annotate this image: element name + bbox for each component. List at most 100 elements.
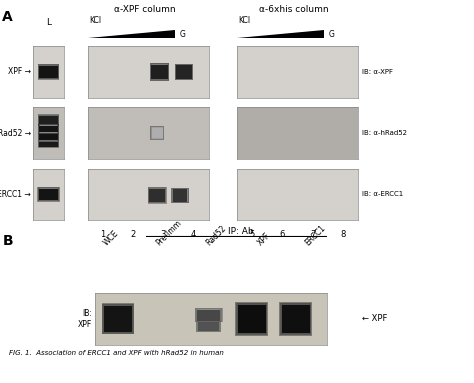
Bar (280, 303, 311, 335)
Bar (195, 308, 222, 322)
Bar (198, 322, 219, 331)
Bar (195, 308, 223, 322)
Bar (196, 309, 221, 322)
Text: FIG. 1.  Association of ERCC1 and XPF with hRad52 in human: FIG. 1. Association of ERCC1 and XPF wit… (9, 350, 224, 357)
Bar (40, 134, 57, 141)
Text: B: B (2, 234, 13, 248)
Bar (38, 133, 59, 141)
Text: α-6xhis column: α-6xhis column (259, 5, 328, 13)
Bar (104, 306, 132, 332)
Bar (150, 189, 164, 202)
Bar (175, 64, 193, 80)
Bar (41, 116, 56, 124)
Polygon shape (237, 30, 324, 38)
Text: WCE: WCE (102, 229, 121, 248)
Bar (172, 188, 189, 203)
Bar (37, 187, 60, 201)
Bar (40, 66, 57, 78)
Bar (280, 302, 312, 336)
Text: ERCC1 →: ERCC1 → (0, 190, 31, 199)
Bar (40, 142, 57, 147)
Bar (198, 310, 219, 321)
Text: A: A (2, 10, 13, 24)
Bar (237, 303, 266, 334)
Text: Rad52: Rad52 (204, 224, 228, 248)
Text: 6: 6 (280, 230, 285, 239)
Text: G: G (329, 29, 335, 39)
Bar (199, 322, 218, 331)
Bar (105, 307, 131, 331)
Bar (39, 66, 58, 77)
Bar (197, 321, 220, 332)
Bar (105, 306, 131, 331)
Bar (283, 305, 309, 332)
Bar (151, 127, 164, 139)
Bar (177, 65, 191, 78)
Bar (41, 66, 56, 77)
Bar (40, 125, 57, 133)
Bar (38, 133, 59, 141)
Bar (39, 65, 58, 79)
Bar (151, 65, 168, 79)
Bar (177, 66, 191, 78)
Bar (239, 306, 264, 331)
Text: L: L (46, 18, 51, 27)
Bar (104, 305, 132, 332)
Bar (40, 189, 57, 200)
Bar (173, 190, 187, 201)
Bar (239, 306, 264, 332)
Bar (39, 188, 58, 200)
Text: KCl: KCl (238, 16, 250, 25)
Bar (38, 115, 59, 126)
Text: 7: 7 (310, 230, 315, 239)
Bar (284, 306, 308, 331)
Bar (176, 64, 192, 79)
Bar (171, 188, 189, 203)
Text: 2: 2 (130, 230, 136, 239)
Bar (175, 64, 192, 79)
Bar (238, 304, 265, 333)
Bar (151, 64, 168, 80)
Bar (147, 187, 167, 204)
Bar (176, 65, 191, 79)
Bar (282, 304, 310, 333)
Bar (38, 64, 59, 80)
Text: IP: Ab: IP: Ab (228, 227, 254, 236)
Text: KCl: KCl (89, 16, 101, 25)
Bar (149, 188, 165, 203)
Text: XPF: XPF (256, 231, 273, 248)
Bar (38, 65, 59, 79)
Bar (152, 64, 167, 79)
Text: Pre-Imm: Pre-Imm (154, 219, 183, 248)
Bar (38, 141, 59, 147)
Bar (41, 134, 56, 140)
Bar (103, 304, 133, 333)
Polygon shape (88, 30, 175, 38)
Bar (41, 126, 56, 133)
Bar (39, 115, 58, 125)
Bar (38, 124, 59, 134)
Bar (152, 128, 163, 138)
Bar (38, 133, 59, 141)
Bar (40, 189, 57, 200)
Bar (150, 126, 164, 140)
Bar (196, 321, 221, 332)
Bar (38, 124, 59, 133)
Bar (38, 188, 59, 201)
Bar (149, 189, 165, 202)
Bar (39, 134, 58, 141)
Bar (175, 64, 192, 80)
Bar (39, 142, 58, 147)
Bar (40, 116, 57, 125)
Bar (40, 134, 57, 141)
Bar (237, 304, 266, 334)
Bar (102, 303, 134, 334)
Bar (173, 189, 188, 202)
Bar (149, 188, 166, 203)
Bar (41, 142, 56, 147)
Bar (173, 189, 188, 202)
Text: 8: 8 (340, 230, 346, 239)
Text: 1: 1 (100, 230, 105, 239)
Bar (38, 115, 59, 126)
Bar (150, 126, 164, 140)
